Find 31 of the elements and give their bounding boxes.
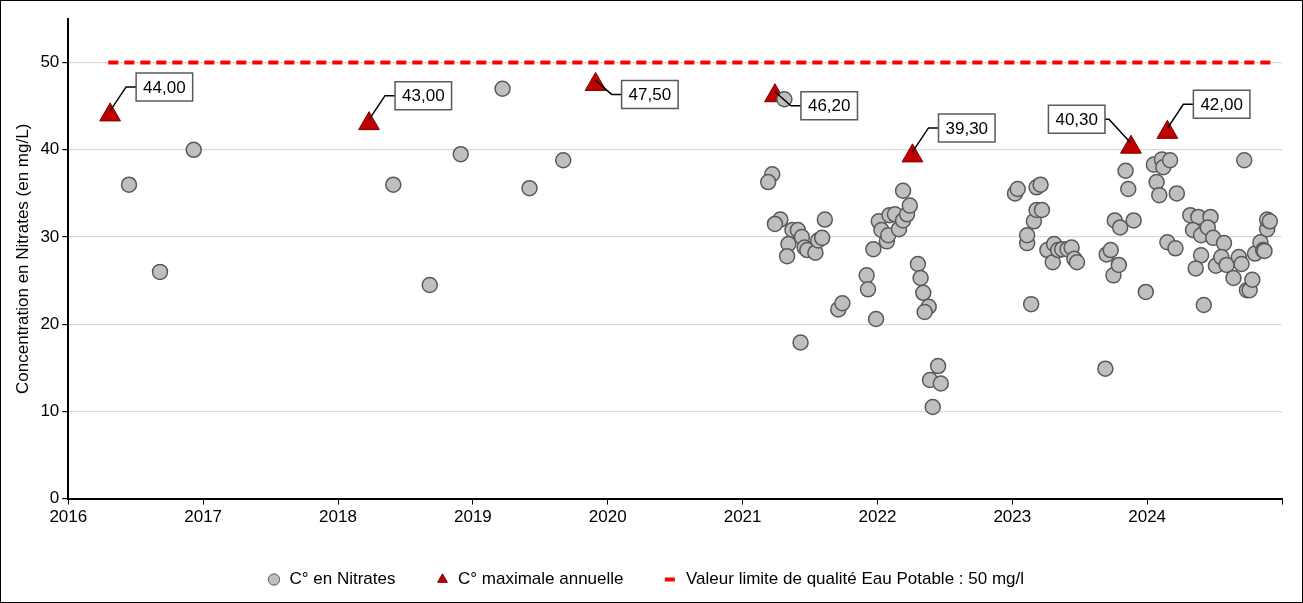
data-label: 47,50 — [628, 85, 672, 105]
data-label: 42,00 — [1200, 95, 1243, 115]
x-tick-label: 2019 — [453, 507, 492, 527]
y-tick-label: 50 — [40, 52, 60, 72]
point — [901, 143, 924, 163]
y-tick-label: 30 — [40, 226, 60, 246]
x-tick-label: 2022 — [858, 507, 897, 527]
y-tick-label: 0 — [49, 488, 60, 508]
y-tick-label: 20 — [40, 313, 60, 333]
point — [358, 111, 380, 131]
legend-label: C° maximale annuelle — [457, 569, 624, 589]
x-tick-label: 2024 — [1128, 507, 1167, 527]
x-tick-label: 2021 — [723, 507, 762, 527]
x-tick-label: 2018 — [319, 507, 357, 527]
data-label: 46,20 — [807, 96, 851, 116]
y-tick-label: 10 — [40, 401, 60, 421]
y-axis-title: Concentration en Nitrates (en mg/L) — [12, 123, 32, 394]
data-label: 40,30 — [1055, 109, 1098, 129]
point — [99, 102, 122, 122]
x-tick-label: 2017 — [184, 507, 223, 527]
legend-label: C° en Nitrates — [289, 569, 396, 589]
legend-label: Valeur limite de qualité Eau Potable : 50 mg/l — [686, 569, 1025, 589]
x-tick-label: 2016 — [49, 507, 88, 527]
point — [1156, 119, 1179, 139]
data-label: 43,00 — [402, 86, 445, 106]
y-tick-label: 40 — [40, 139, 60, 159]
x-tick-label: 2023 — [993, 507, 1032, 527]
point — [1120, 134, 1142, 154]
data-label: 39,30 — [945, 118, 989, 138]
x-tick-label: 2020 — [588, 507, 627, 527]
data-label: 44,00 — [143, 77, 186, 97]
